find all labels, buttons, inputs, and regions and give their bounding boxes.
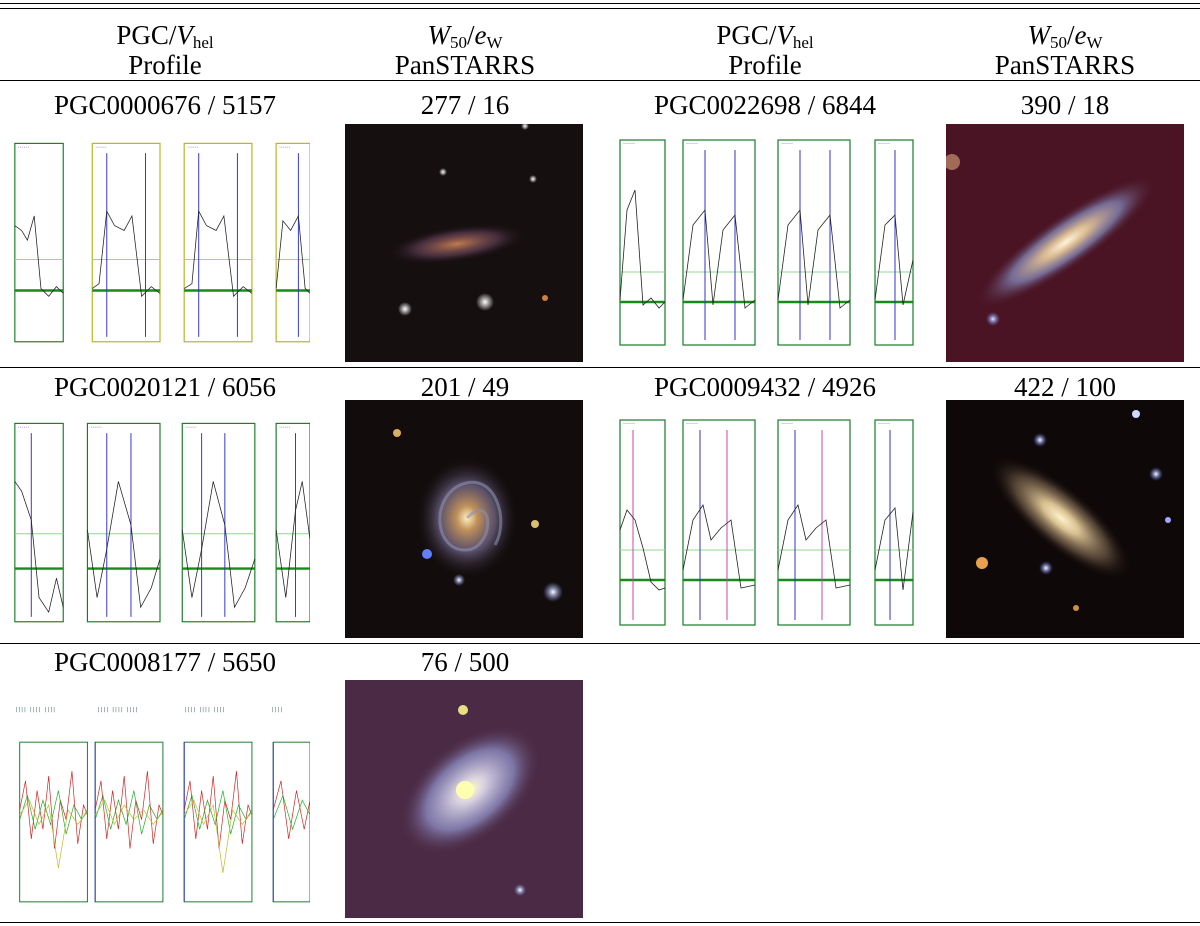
row3-left-hi-profile: |||| |||| |||| |||| |||| |||| |||| |||| ||… bbox=[15, 707, 310, 903]
svg-text:……: …… bbox=[187, 143, 199, 149]
svg-text:……: …… bbox=[279, 143, 291, 149]
header-col-pgc-profile-left: PGC/Vhel Profile bbox=[116, 20, 214, 80]
bottom-rule bbox=[0, 922, 1200, 923]
row3-left-w50-title: 76 / 500 bbox=[420, 647, 510, 677]
svg-text:||||: |||| bbox=[271, 707, 283, 713]
svg-text:……: …… bbox=[623, 419, 635, 426]
svg-text:……: …… bbox=[878, 419, 890, 426]
svg-text:|||| |||| ||||: |||| |||| |||| bbox=[97, 707, 138, 713]
row1-left-pgc-title: PGC0000676 / 5157 bbox=[53, 90, 277, 120]
svg-text:……: …… bbox=[18, 423, 30, 429]
row2-left-pgc-title: PGC0020121 / 6056 bbox=[53, 372, 277, 402]
svg-text:……: …… bbox=[623, 139, 635, 146]
row-rule-1 bbox=[0, 367, 1200, 368]
svg-text:……: …… bbox=[90, 423, 102, 429]
svg-text:……: …… bbox=[781, 139, 793, 146]
header-col-pgc-profile-right: PGC/Vhel Profile bbox=[716, 20, 814, 80]
row1-left-panstarrs-image bbox=[345, 124, 583, 362]
row1-right-hi-profile: …… …… …… …… bbox=[619, 139, 914, 346]
row3-left-pgc-title: PGC0008177 / 5650 bbox=[53, 647, 277, 677]
row1-left-hi-profile: …… …… …… …… bbox=[14, 142, 310, 343]
row3-left-panstarrs-image bbox=[345, 680, 583, 918]
svg-text:……: …… bbox=[18, 143, 30, 149]
svg-text:|||| |||| ||||: |||| |||| |||| bbox=[15, 707, 56, 713]
top-rule-2 bbox=[0, 8, 1200, 9]
svg-text:……: …… bbox=[185, 423, 197, 429]
profile-panel: …… …… …… …… bbox=[14, 142, 310, 343]
row2-left-panstarrs-image bbox=[345, 400, 583, 638]
svg-text:……: …… bbox=[686, 419, 698, 426]
top-rule-1 bbox=[0, 3, 1200, 4]
header-col-w50-panstarrs-left: W50/eW PanSTARRS bbox=[394, 20, 536, 80]
svg-text:|||| |||| ||||: |||| |||| |||| bbox=[184, 707, 225, 713]
header-rule bbox=[0, 80, 1200, 81]
svg-text:……: …… bbox=[95, 143, 107, 149]
row1-right-w50-title: 390 / 18 bbox=[1020, 90, 1110, 120]
row2-right-pgc-title: PGC0009432 / 4926 bbox=[653, 372, 877, 402]
row-rule-2 bbox=[0, 643, 1200, 644]
row2-left-hi-profile: …… …… …… …… bbox=[14, 422, 310, 623]
svg-text:……: …… bbox=[781, 419, 793, 426]
header-col-w50-panstarrs-right: W50/eW PanSTARRS bbox=[994, 20, 1136, 80]
row2-right-w50-title: 422 / 100 bbox=[1013, 372, 1116, 402]
row2-left-w50-title: 201 / 49 bbox=[420, 372, 510, 402]
row1-right-pgc-title: PGC0022698 / 6844 bbox=[653, 90, 877, 120]
row2-right-panstarrs-image bbox=[946, 400, 1184, 638]
svg-text:……: …… bbox=[686, 139, 698, 146]
row2-right-hi-profile: …… …… …… …… bbox=[619, 419, 914, 626]
row1-right-panstarrs-image bbox=[946, 124, 1184, 362]
row1-left-w50-title: 277 / 16 bbox=[420, 90, 510, 120]
svg-text:……: …… bbox=[878, 139, 890, 146]
svg-text:……: …… bbox=[279, 423, 291, 429]
